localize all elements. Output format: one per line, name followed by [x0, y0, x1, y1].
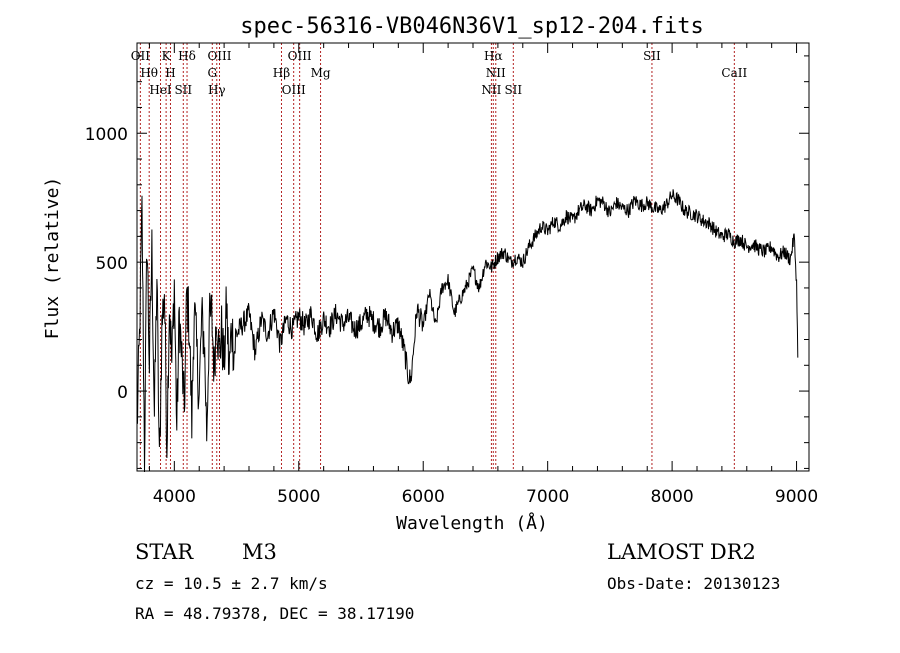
reference-line-label: G [207, 66, 217, 80]
reference-line-label: HeI [149, 83, 172, 97]
x-tick-label: 4000 [153, 487, 196, 507]
reference-line-label: SII [643, 49, 661, 63]
reference-line-label: OIII [207, 49, 231, 63]
redshift-cz: cz = 10.5 ± 2.7 km/s [135, 574, 328, 593]
reference-line-label: CaII [721, 66, 747, 80]
chart-title: spec-56316-VB046N36V1_sp12-204.fits [240, 14, 704, 39]
reference-line-label: SII [504, 83, 522, 97]
reference-line-label: Hγ [208, 83, 226, 97]
reference-lines [139, 43, 735, 471]
survey-name: LAMOST DR2 [607, 540, 756, 564]
reference-line-label: NII [481, 83, 501, 97]
x-axis-ticks: 4000 5000 6000 7000 8000 9000 [148, 43, 818, 507]
x-axis-title: Wavelength (Å) [396, 512, 548, 534]
y-tick-label: 0 [117, 383, 128, 403]
object-class: STAR [135, 540, 194, 564]
object-subclass: M3 [242, 540, 277, 564]
reference-line-label: OIII [282, 83, 306, 97]
x-tick-label: 9000 [775, 487, 818, 507]
reference-line-label: K [162, 49, 172, 63]
reference-line-label: Mg [311, 66, 331, 80]
reference-line-label: OIII [288, 49, 312, 63]
x-tick-label: 7000 [526, 487, 569, 507]
y-tick-label: 1000 [85, 125, 128, 145]
reference-line-label: NII [486, 66, 506, 80]
reference-line-label: Hδ [178, 49, 196, 63]
y-axis-ticks: 0 500 1000 [85, 55, 809, 469]
spectrum-series-line [136, 189, 799, 473]
reference-line-label: H [165, 66, 175, 80]
sky-coordinates: RA = 48.79378, DEC = 38.17190 [135, 604, 414, 623]
reference-line-label: SII [174, 83, 192, 97]
x-tick-label: 8000 [650, 487, 693, 507]
reference-line-label: Hα [484, 49, 503, 63]
reference-line-labels: OIIHθHeIKHSIIHδGHγOIIIHβOIIIOIIIMgNIIHαN… [131, 49, 748, 97]
x-tick-label: 5000 [277, 487, 320, 507]
observation-date: Obs-Date: 20130123 [607, 574, 780, 593]
plot-frame [136, 42, 810, 472]
reference-line-label: Hθ [140, 66, 158, 80]
y-axis-title: Flux (relative) [42, 177, 63, 340]
y-tick-label: 500 [96, 254, 128, 274]
reference-line-label: Hβ [273, 66, 290, 80]
x-tick-label: 6000 [402, 487, 445, 507]
